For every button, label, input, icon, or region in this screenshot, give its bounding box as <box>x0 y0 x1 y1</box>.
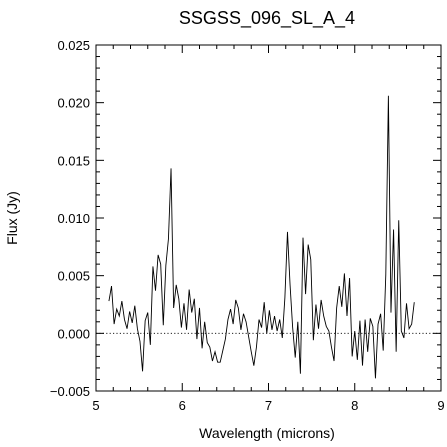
y-axis-label: Flux (Jy) <box>4 191 20 245</box>
plot-area <box>95 44 442 392</box>
chart-title: SSGSS_096_SL_A_4 <box>179 8 355 29</box>
y-tick-label: 0.000 <box>57 326 90 341</box>
x-tick-label: 6 <box>179 398 186 413</box>
y-tick-label: 0.020 <box>57 96 90 111</box>
y-tick-label: 0.025 <box>57 38 90 53</box>
y-tick-label: 0.015 <box>57 153 90 168</box>
y-tick-label: 0.005 <box>57 269 90 284</box>
x-tick-label: 9 <box>437 398 444 413</box>
x-tick-label: 5 <box>92 398 99 413</box>
x-axis-label: Wavelength (microns) <box>199 425 335 441</box>
x-tick-label: 7 <box>265 398 272 413</box>
plot-frame <box>95 44 442 392</box>
y-tick-label: 0.010 <box>57 211 90 226</box>
x-tick-label: 8 <box>351 398 358 413</box>
series-line-0 <box>108 95 415 379</box>
y-tick-label: −0.005 <box>50 384 90 399</box>
axis-ticks: 5 6 7 8 9 −0.005 0.000 0.005 0.010 0.015 0.020 0.02… <box>50 38 445 413</box>
